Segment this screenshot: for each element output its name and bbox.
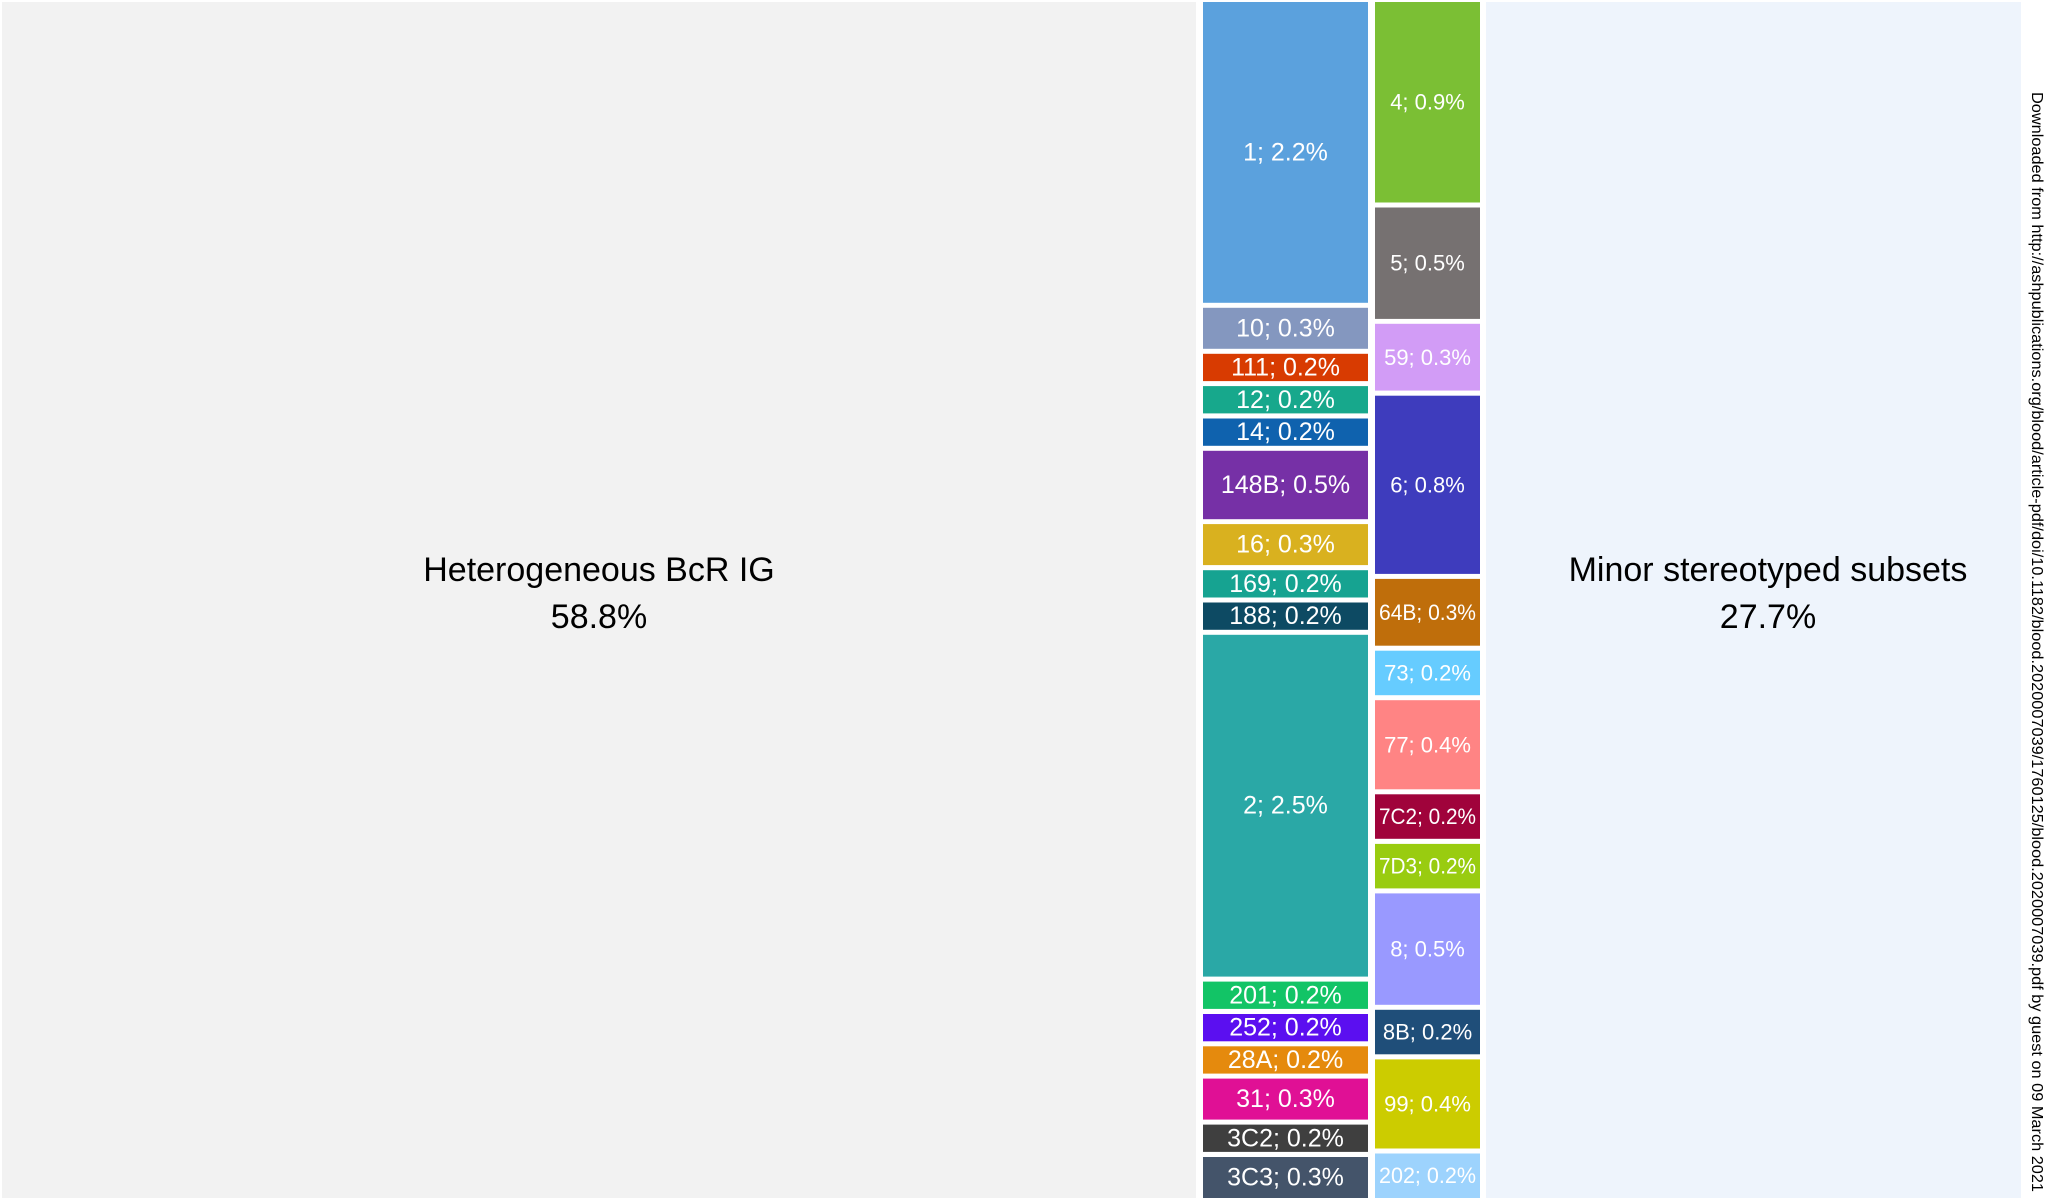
subset-label-6: 6; 0.8% (1390, 472, 1465, 497)
subset-label-28a: 28A; 0.2% (1228, 1046, 1343, 1074)
subset-cell-201 (1203, 981, 1368, 1009)
subset-label-8: 8; 0.5% (1390, 937, 1465, 962)
subset-cell-8b (1375, 1009, 1480, 1055)
subset-cell-3c3 (1203, 1157, 1368, 1198)
subset-cell-31 (1203, 1078, 1368, 1120)
subset-column-right: 4; 0.9% 5; 0.5% 59; 0.3% 6; 0.8% 64B; 0.3% 73… (1375, 2, 1480, 1198)
subset-cell-73 (1375, 650, 1480, 696)
minor-stereotyped-label: Minor stereotyped subsets (1569, 551, 1968, 589)
subset-cell-99 (1375, 1059, 1480, 1149)
subset-label-99: 99; 0.4% (1384, 1091, 1471, 1116)
subset-cell-148b (1203, 450, 1368, 520)
subset-label-77: 77; 0.4% (1384, 732, 1471, 757)
subset-cell-14 (1203, 418, 1368, 446)
subset-label-59: 59; 0.3% (1384, 345, 1471, 370)
subset-cell-10 (1203, 307, 1368, 349)
subset-label-31: 31; 0.3% (1236, 1085, 1335, 1113)
subset-label-3c3: 3C3; 0.3% (1227, 1164, 1344, 1192)
subset-column-left: 1; 2.2% 10; 0.3% 111; 0.2% 12; 0.2% 14; 0.2%… (1203, 2, 1368, 1198)
subset-cell-7c2 (1375, 794, 1480, 839)
subset-cell-12 (1203, 386, 1368, 414)
subset-cell-5 (1375, 207, 1480, 319)
subset-label-111: 111; 0.2% (1231, 353, 1340, 381)
heterogeneous-label: Heterogeneous BcR IG (423, 551, 775, 589)
subset-label-169: 169; 0.2% (1229, 570, 1342, 598)
large-block-heterogeneous: Heterogeneous BcR IG 58.8% (2, 2, 1196, 1198)
subset-cell-3c2 (1203, 1124, 1368, 1152)
subset-cell-59 (1375, 323, 1480, 391)
watermark-text: Downloaded from http://ashpublications.o… (2028, 92, 2045, 1192)
subset-cell-6 (1375, 395, 1480, 574)
subset-label-188: 188; 0.2% (1229, 602, 1342, 630)
subset-label-4: 4; 0.9% (1390, 90, 1465, 115)
heterogeneous-block (2, 2, 1196, 1198)
subset-label-5: 5; 0.5% (1390, 251, 1465, 276)
subset-cell-64b (1375, 578, 1480, 646)
subset-label-12: 12; 0.2% (1236, 386, 1335, 414)
subset-cell-16 (1203, 524, 1368, 566)
subset-label-148b: 148B; 0.5% (1221, 471, 1350, 499)
subset-cell-2 (1203, 634, 1368, 977)
subset-cell-111 (1203, 353, 1368, 382)
minor-stereotyped-block (1486, 2, 2021, 1198)
subset-cell-188 (1203, 602, 1368, 630)
heterogeneous-value: 58.8% (551, 598, 647, 636)
subset-label-252: 252; 0.2% (1229, 1014, 1342, 1042)
subset-label-202: 202; 0.2% (1379, 1163, 1476, 1188)
subset-label-8b: 8B; 0.2% (1383, 1020, 1472, 1045)
subset-cell-28a (1203, 1046, 1368, 1074)
subset-cell-4 (1375, 2, 1480, 203)
large-block-minor-stereotyped: Minor stereotyped subsets 27.7% (1486, 2, 2021, 1198)
subset-cell-202 (1375, 1153, 1480, 1198)
subset-cell-8 (1375, 893, 1480, 1005)
subset-label-7c2: 7C2; 0.2% (1379, 804, 1476, 829)
subset-label-7d3: 7D3; 0.2% (1379, 854, 1476, 879)
download-watermark: Downloaded from http://ashpublications.o… (2028, 92, 2045, 1192)
subset-cell-77 (1375, 700, 1480, 790)
subset-label-3c2: 3C2; 0.2% (1227, 1124, 1344, 1152)
subset-cell-1 (1203, 2, 1368, 303)
subset-cell-7d3 (1375, 843, 1480, 889)
subset-cell-169 (1203, 570, 1368, 598)
subset-label-10: 10; 0.3% (1236, 314, 1335, 342)
subset-cell-252 (1203, 1014, 1368, 1042)
subset-label-73: 73; 0.2% (1384, 661, 1471, 686)
subset-label-64b: 64B; 0.3% (1379, 600, 1476, 625)
subset-label-1: 1; 2.2% (1243, 138, 1328, 166)
subset-label-201: 201; 0.2% (1229, 981, 1342, 1009)
subset-label-2: 2; 2.5% (1243, 792, 1328, 820)
minor-stereotyped-value: 27.7% (1720, 598, 1816, 636)
subset-label-16: 16; 0.3% (1236, 531, 1335, 559)
subset-label-14: 14; 0.2% (1236, 418, 1335, 446)
